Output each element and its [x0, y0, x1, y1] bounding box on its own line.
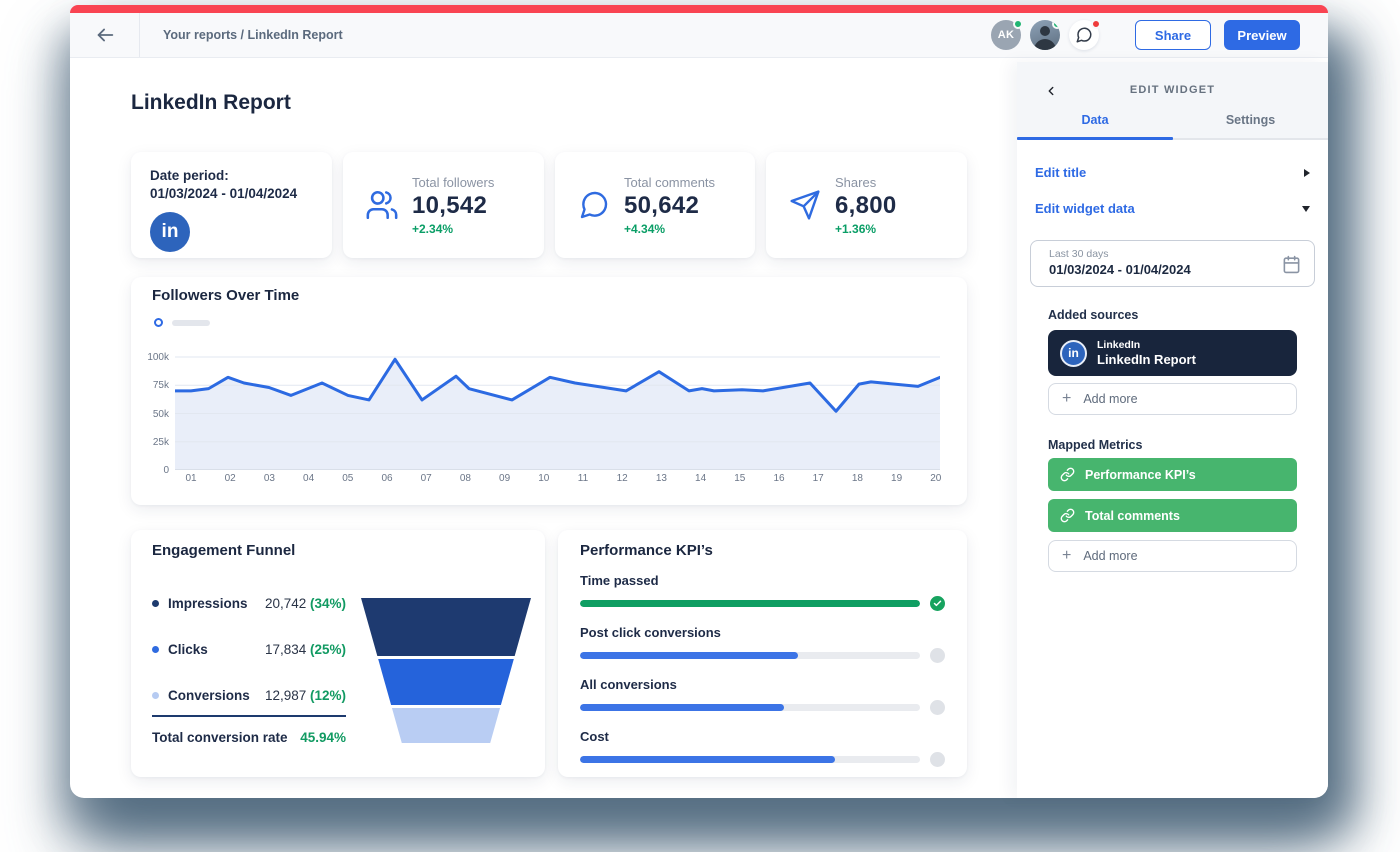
bullet-icon — [152, 600, 159, 607]
plus-icon: + — [1062, 547, 1072, 564]
followers-icon — [366, 190, 398, 220]
source-card-linkedin[interactable]: in LinkedIn LinkedIn Report — [1048, 330, 1297, 376]
add-metric-button[interactable]: + Add more — [1048, 540, 1297, 572]
chat-icon — [1076, 27, 1092, 43]
engagement-funnel-card: Engagement Funnel Impressions 20,742 (34… — [131, 530, 545, 777]
stat-delta: +4.34% — [624, 221, 666, 236]
mapped-metric-performance-kpis[interactable]: Performance KPI’s — [1048, 458, 1297, 491]
funnel-row-impressions: Impressions 20,742 (34%) — [152, 596, 346, 611]
kpi-item-time-passed: Time passed — [580, 573, 967, 611]
add-source-button[interactable]: + Add more — [1048, 383, 1297, 415]
active-tab-underline — [1017, 137, 1173, 140]
kpi-item-all-conversions: All conversions — [580, 677, 967, 715]
stat-card-total-comments: Total comments 50,642 +4.34% — [555, 152, 755, 258]
date-range-picker[interactable]: Last 30 days 01/03/2024 - 01/04/2024 — [1030, 240, 1315, 287]
avatar-initials[interactable]: AK — [991, 19, 1023, 50]
link-icon — [1060, 467, 1075, 482]
stat-label: Total followers — [412, 174, 495, 190]
edit-widget-header: EDIT WIDGET Data Settings — [1017, 62, 1328, 140]
funnel-segment-impressions — [361, 598, 531, 656]
mapped-metric-total-comments[interactable]: Total comments — [1048, 499, 1297, 532]
status-circle — [930, 700, 945, 715]
funnel-segment-clicks — [361, 659, 531, 705]
linkedin-icon: in — [1060, 339, 1087, 367]
caret-down-icon — [1302, 205, 1310, 212]
header-actions: AK Share Preview — [982, 19, 1328, 50]
stat-label: Total comments — [624, 174, 716, 190]
plus-icon: + — [1062, 390, 1072, 407]
date-period-label: Date period: — [150, 168, 229, 183]
kpis-title: Performance KPI’s — [580, 542, 713, 559]
stat-value: 6,800 — [835, 191, 897, 219]
funnel-chart — [361, 598, 531, 743]
check-icon — [930, 596, 945, 611]
comments-icon — [580, 191, 608, 219]
chart-title: Followers Over Time — [152, 287, 300, 304]
top-bar: Your reports / LinkedIn Report AK Share … — [70, 13, 1328, 58]
back-button[interactable] — [70, 13, 140, 57]
legend-marker-icon — [154, 318, 163, 327]
tab-settings[interactable]: Settings — [1225, 113, 1276, 127]
stat-card-total-followers: Total followers 10,542 +2.34% — [343, 152, 544, 258]
edit-widget-data-row[interactable]: Edit widget data — [1035, 201, 1310, 216]
linkedin-icon: in — [150, 212, 190, 252]
breadcrumb: Your reports / LinkedIn Report — [163, 28, 343, 42]
link-icon — [1060, 508, 1075, 523]
stat-delta: +2.34% — [412, 221, 454, 236]
tab-data[interactable]: Data — [1081, 113, 1109, 127]
back-arrow-icon — [97, 28, 113, 42]
stat-card-shares: Shares 6,800 +1.36% — [766, 152, 967, 258]
kpi-item-cost: Cost — [580, 729, 967, 767]
source-network: LinkedIn — [1097, 339, 1141, 351]
calendar-icon — [1283, 255, 1300, 274]
added-sources-label: Added sources — [1048, 308, 1139, 322]
chart-legend — [154, 318, 210, 327]
followers-line-chart[interactable] — [175, 354, 940, 470]
presence-dot — [1052, 20, 1060, 29]
funnel-total-row: Total conversion rate 45.94% — [152, 730, 346, 745]
source-name: LinkedIn Report — [1097, 352, 1196, 367]
panel-title: EDIT WIDGET — [1129, 84, 1216, 96]
panel-back-button[interactable] — [1039, 79, 1063, 103]
edit-title-row[interactable]: Edit title — [1035, 165, 1310, 180]
mapped-metrics-label: Mapped Metrics — [1048, 438, 1143, 452]
window-top-accent-bar — [70, 5, 1328, 13]
stat-value: 10,542 — [412, 191, 488, 219]
funnel-row-clicks: Clicks 17,834 (25%) — [152, 642, 346, 657]
presence-dot — [1013, 19, 1023, 29]
date-range-value: 01/03/2024 - 01/04/2024 — [1049, 262, 1191, 277]
funnel-segment-conversions — [361, 708, 531, 743]
date-preset: Last 30 days — [1049, 248, 1109, 260]
stat-value: 50,642 — [624, 191, 700, 219]
app-window: Your reports / LinkedIn Report AK Share … — [70, 5, 1328, 798]
notification-dot — [1091, 19, 1101, 29]
status-circle — [930, 648, 945, 663]
caret-right-icon — [1304, 168, 1310, 177]
bullet-icon — [152, 692, 159, 699]
share-button[interactable]: Share — [1135, 20, 1211, 50]
funnel-title: Engagement Funnel — [152, 542, 296, 559]
page-title: LinkedIn Report — [131, 91, 291, 114]
edit-widget-panel: EDIT WIDGET Data Settings Edit title Edi… — [1017, 62, 1328, 798]
comments-bubble-button[interactable] — [1069, 19, 1101, 50]
funnel-row-conversions: Conversions 12,987 (12%) — [152, 688, 346, 703]
status-circle — [930, 752, 945, 767]
person-icon — [1034, 26, 1056, 50]
preview-button[interactable]: Preview — [1224, 20, 1300, 50]
date-period-card: Date period: 01/03/2024 - 01/04/2024 in — [131, 152, 332, 258]
kpi-item-post-click-conversions: Post click conversions — [580, 625, 967, 663]
bullet-icon — [152, 646, 159, 653]
followers-over-time-card: Followers Over Time 100k 75k 50k 25k 0 01 02 0… — [131, 277, 967, 505]
performance-kpis-card: Performance KPI’s Time passed Post click… — [558, 530, 967, 777]
date-period-range: 01/03/2024 - 01/04/2024 — [150, 186, 298, 201]
legend-series-pill — [172, 319, 210, 326]
funnel-divider — [152, 715, 346, 717]
shares-icon — [790, 190, 820, 220]
avatar-photo[interactable] — [1030, 20, 1060, 50]
stat-label: Shares — [835, 174, 877, 190]
stat-delta: +1.36% — [835, 221, 877, 236]
chevron-left-icon — [1048, 86, 1054, 96]
